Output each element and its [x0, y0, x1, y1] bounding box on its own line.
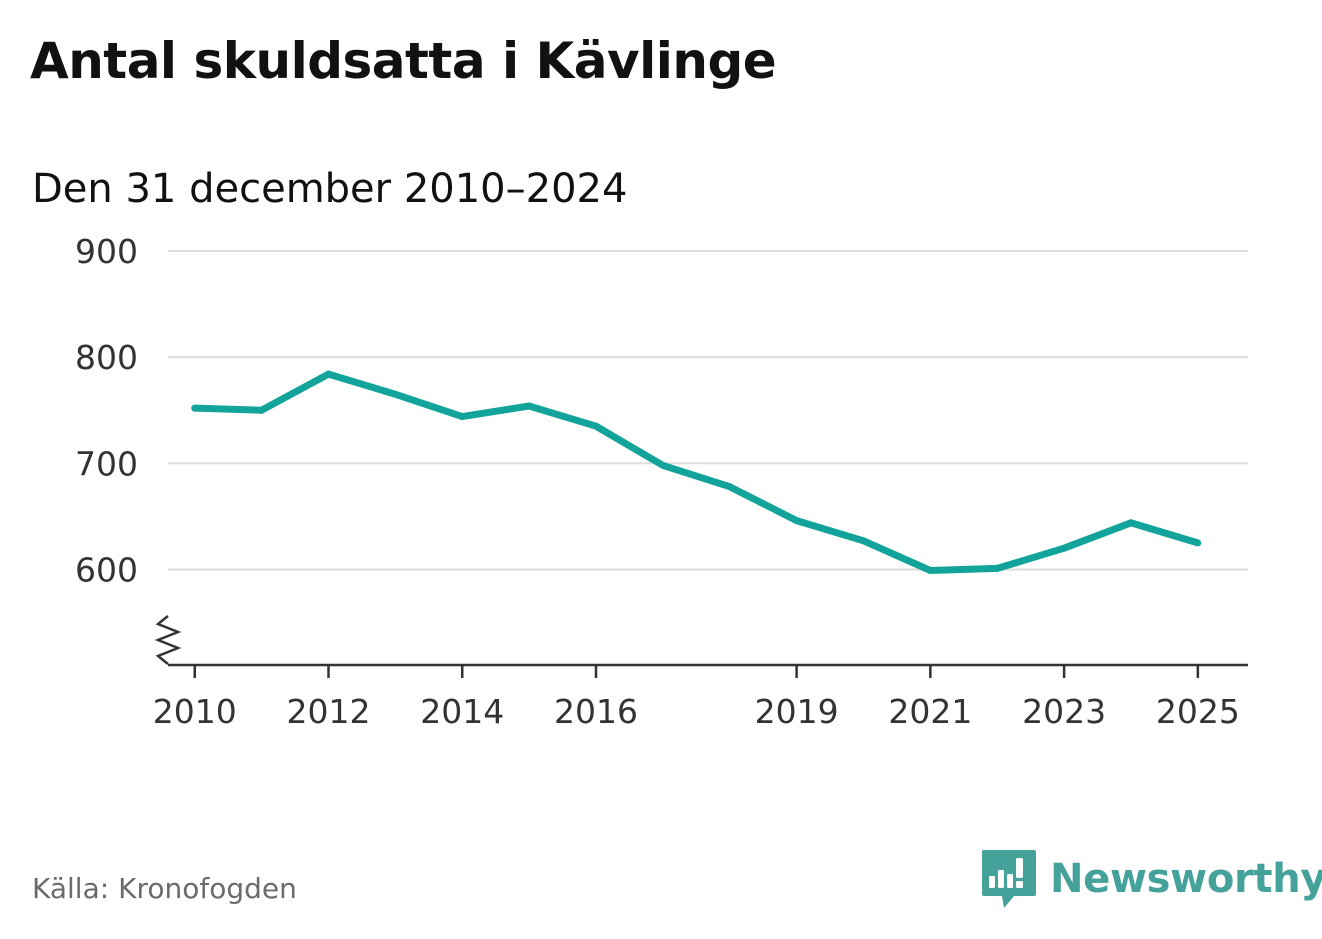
brand-logo: Newsworthy [980, 848, 1322, 910]
x-tick-label-2021: 2021 [888, 692, 972, 731]
data-point-2021 [926, 567, 934, 575]
data-point-2024 [1127, 519, 1135, 527]
data-point-2023 [1060, 544, 1068, 552]
chart-subtitle: Den 31 december 2010–2024 [32, 166, 628, 212]
chart-title: Antal skuldsatta i Kävlinge [30, 32, 777, 90]
y-axis-labels: 600 700 800 900 [75, 232, 138, 589]
data-point-2019 [793, 517, 801, 525]
y-tick-label-900: 900 [75, 232, 138, 271]
newsworthy-logo-icon [982, 850, 1036, 908]
data-point-2025 [1194, 539, 1202, 547]
data-point-2018 [726, 483, 734, 491]
data-point-2017 [659, 461, 667, 469]
data-point-2020 [859, 537, 867, 545]
brand-name: Newsworthy [1050, 856, 1322, 902]
data-point-2013 [391, 390, 399, 398]
axis-break-zigzag [154, 615, 182, 665]
axis-break-icon [154, 615, 182, 665]
x-tick-label-2010: 2010 [153, 692, 237, 731]
x-tick-label-2023: 2023 [1022, 692, 1106, 731]
data-point-2015 [525, 402, 533, 410]
x-tick-label-2019: 2019 [755, 692, 839, 731]
x-axis [168, 663, 1248, 678]
data-point-2012 [324, 370, 332, 378]
series-line-0 [194, 370, 1199, 574]
x-tick-label-2012: 2012 [287, 692, 371, 731]
data-point-2016 [592, 422, 600, 430]
y-tick-label-600: 600 [75, 550, 138, 589]
x-tick-label-2014: 2014 [420, 692, 504, 731]
x-tick-label-2016: 2016 [554, 692, 638, 731]
y-tick-label-700: 700 [75, 444, 138, 483]
x-tick-label-2025: 2025 [1156, 692, 1240, 731]
y-tick-label-800: 800 [75, 338, 138, 377]
x-axis-labels: 2010 2012 2014 2016 2019 2021 2023 2025 [153, 692, 1240, 731]
source-note: Källa: Kronofogden [32, 872, 297, 905]
data-series [191, 370, 1202, 575]
data-point-2010 [191, 404, 199, 412]
gridlines [168, 250, 1248, 571]
data-point-2011 [258, 406, 266, 414]
data-point-2022 [993, 564, 1001, 572]
data-point-2014 [458, 413, 466, 421]
